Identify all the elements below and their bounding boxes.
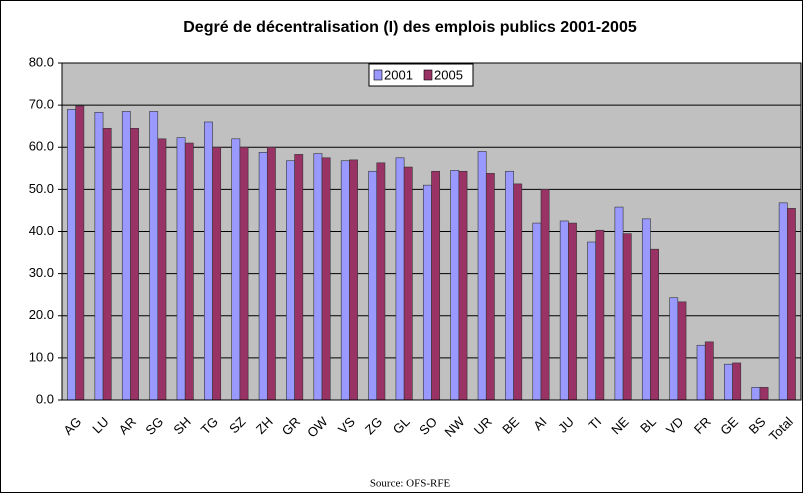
bar [286, 160, 295, 401]
y-tick-label: 40.0 [29, 223, 54, 238]
bar [184, 142, 194, 401]
bar [67, 109, 76, 401]
bar [94, 111, 104, 401]
bar [751, 387, 761, 401]
bar [568, 222, 577, 401]
bar [732, 362, 742, 401]
bar [204, 121, 213, 401]
bar [176, 137, 186, 401]
bar [513, 183, 523, 401]
y-tick-label: 70.0 [29, 97, 54, 112]
bar [595, 229, 605, 401]
y-tick-label: 50.0 [29, 181, 54, 196]
bar [759, 387, 769, 401]
bar [349, 159, 358, 401]
bar [313, 153, 323, 401]
bar [677, 301, 687, 401]
legend-swatch [373, 69, 383, 81]
chart-title: Degré de décentralisation (I) des emploi… [183, 19, 637, 36]
bar [266, 146, 276, 401]
bar [485, 173, 495, 401]
bar [787, 208, 796, 401]
bar [130, 127, 139, 401]
y-tick-label: 80.0 [29, 54, 54, 69]
bar [724, 363, 733, 401]
bar [75, 105, 85, 401]
bar [450, 170, 460, 401]
bar [239, 146, 249, 401]
source: Source: OFS-RFE [370, 478, 451, 490]
bar [376, 162, 386, 401]
bar [778, 202, 788, 401]
y-tick-label: 0.0 [36, 391, 54, 406]
bar [650, 248, 659, 401]
bar [431, 170, 441, 401]
bar [505, 170, 514, 401]
bar [704, 341, 714, 401]
y-tick-label: 20.0 [29, 307, 54, 322]
bar [231, 138, 241, 401]
bar [121, 111, 131, 401]
bar [321, 157, 331, 401]
bar [258, 152, 268, 401]
bar [532, 222, 542, 401]
bar [622, 233, 632, 401]
y-tick-label: 10.0 [29, 349, 54, 364]
bar [340, 160, 350, 401]
bar [641, 218, 651, 401]
legend-label: 2005 [434, 67, 463, 82]
bar [540, 189, 550, 401]
bar [614, 206, 624, 401]
bar [149, 111, 159, 401]
bar [587, 241, 597, 401]
bar [157, 138, 167, 401]
bar [696, 344, 706, 401]
bar [403, 166, 413, 401]
bar [477, 151, 487, 401]
bar [395, 157, 405, 401]
bar [669, 297, 679, 401]
bar [294, 154, 304, 401]
bar [102, 127, 112, 401]
bar [458, 170, 468, 401]
y-tick-label: 30.0 [29, 265, 54, 280]
bar [559, 220, 569, 401]
legend-swatch [423, 69, 433, 81]
legend: 2001 2005 [368, 63, 474, 87]
y-tick-label: 60.0 [29, 139, 54, 154]
bar [422, 184, 432, 401]
bar [212, 146, 222, 401]
legend-label: 2001 [384, 67, 413, 82]
bar [368, 170, 378, 401]
legend-box [368, 63, 474, 87]
